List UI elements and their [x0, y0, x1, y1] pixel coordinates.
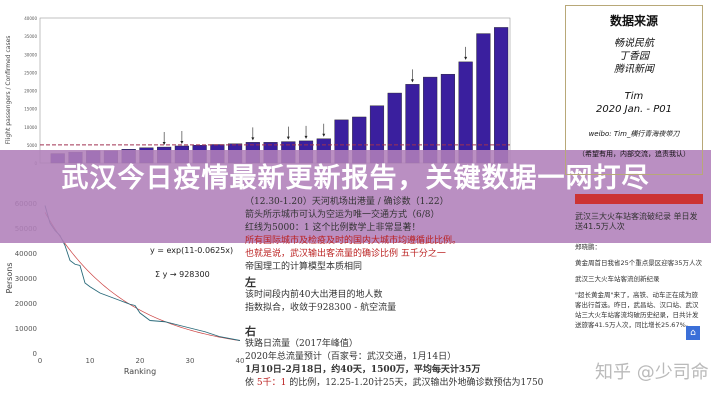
y-tick-label: 30000	[15, 275, 37, 283]
note: 箭头所示城市可认为空运为唯一交通方式（6/8）	[245, 210, 440, 220]
y-tick-label: 20000	[24, 89, 37, 94]
date: 2020 Jan. - P01	[596, 104, 672, 115]
news-paragraph: 郑晓鹏：	[575, 243, 601, 251]
bar	[494, 27, 509, 164]
arrow-head-icon	[322, 133, 326, 137]
y-tick-label: 5000	[27, 143, 38, 148]
watermark: 知乎 @少司命	[595, 362, 709, 383]
news-title: 武汉三大火车站客流破纪录 单日发送41.5万人次	[575, 212, 698, 231]
bar	[458, 61, 473, 164]
bar	[476, 33, 491, 164]
right-heading: 右	[245, 325, 256, 338]
arrow-head-icon	[180, 140, 184, 144]
note: 所有国际城市及检疫及时的国内大城市均遵循此比例。	[245, 236, 462, 246]
y-tick-label: 35000	[24, 34, 37, 39]
author: Tim	[624, 91, 644, 102]
note: 2020年总流量预计（百家号：武汉交通，1月14日）	[245, 352, 457, 362]
arrow-head-icon	[251, 137, 255, 141]
y-tick-label: 40000	[24, 16, 37, 21]
y-axis-label: Persons	[5, 262, 14, 293]
arrow-head-icon	[410, 79, 414, 83]
note: 红线为5000：1 这个比例数学上非常显著！	[245, 223, 421, 233]
ratio: 5千：1	[256, 378, 287, 388]
x-tick-label: 40	[236, 357, 245, 365]
note: 也就是说，武汉输出客流量的确诊比例 五千分之一	[245, 249, 446, 259]
y-tick-label: 25000	[24, 70, 37, 75]
y-tick-label: 15000	[24, 107, 37, 112]
data-source-box: 数据来源 畅说民航 丁香园 腾讯新闻 Tim 2020 Jan. - P01 w…	[565, 5, 703, 175]
note: （12.30-1.20）天河机场出港量 / 确诊数（1.22）	[245, 197, 449, 207]
arrow-head-icon	[464, 56, 468, 60]
source-title: 数据来源	[609, 14, 658, 28]
note: 依	[245, 378, 257, 388]
note: 铁路日流量（2017年峰值）	[245, 339, 358, 349]
headline: 武汉今日疫情最新更新报告，关键数据一网打尽	[61, 163, 650, 194]
news-paragraph: 黄金周首日我省25个重点景区迎客35万人次	[575, 259, 703, 267]
ranking-line-chart: 0100002000030000400005000060000010203040…	[5, 200, 245, 376]
source-item: 丁香园	[619, 51, 649, 62]
y-tick-label: 20000	[15, 300, 37, 308]
note: 该时间段内前40大出港目的地人数	[245, 290, 383, 300]
source-item: 畅说民航	[614, 38, 654, 49]
sum-annotation: Σ y → 928300	[155, 270, 210, 279]
news-paragraph: 武汉三大火车站客流创新纪录	[575, 275, 660, 283]
y-tick-label: 40000	[15, 250, 37, 258]
note: 1月10日-2月18日，约40天，1500万，平均每天计35万	[245, 365, 481, 375]
weibo: weibo: Tim_横行青海夜带刀	[588, 130, 680, 138]
left-heading: 左	[245, 276, 256, 289]
y-tick-label: 0	[33, 350, 37, 358]
source-footer: （希望有用，内部交流，追责我认）	[578, 150, 690, 158]
arrow-head-icon	[286, 136, 290, 140]
fit-equation: y = exp(11-0.0625x)	[150, 246, 233, 255]
x-tick-label: 0	[38, 357, 42, 365]
arrow-head-icon	[304, 135, 308, 139]
source-item: 腾讯新闻	[614, 64, 654, 75]
y-tick-label: 30000	[24, 52, 37, 57]
fit-curve	[44, 212, 241, 342]
note: 的比例，12.25-1.20计25天，武汉输出外地确诊数预估为1750	[286, 378, 544, 388]
note: 指数拟合，收敛于928300 - 航空流量	[245, 303, 397, 313]
news-screenshot: 武汉三大火车站客流破纪录 单日发送41.5万人次 郑晓鹏： 黄金周首日我省25个…	[575, 180, 703, 330]
y-axis-label: Flight passengers / Confirmed cases	[5, 36, 12, 145]
passenger-bar-chart: 0500010000150002000025000300003500040000…	[5, 16, 511, 166]
news-paragraph: "超长黄金周"来了，高铁、动车正在成为旅客出行首选。昨日，武昌站、汉口站、武汉站…	[575, 291, 699, 329]
x-axis-label: Ranking	[124, 367, 156, 376]
x-tick-label: 20	[136, 357, 145, 365]
home-icon[interactable]: ⌂	[686, 326, 700, 340]
arrow-head-icon	[162, 142, 166, 146]
y-tick-label: 10000	[24, 125, 37, 130]
analysis-notes: （12.30-1.20）天河机场出港量 / 确诊数（1.22） 箭头所示城市可认…	[245, 196, 575, 390]
x-tick-label: 30	[186, 357, 195, 365]
y-tick-label: 10000	[15, 325, 37, 333]
note: 帝国理工的计算模型本质相同	[245, 262, 363, 272]
x-tick-label: 10	[86, 357, 95, 365]
plot-frame	[39, 17, 511, 164]
